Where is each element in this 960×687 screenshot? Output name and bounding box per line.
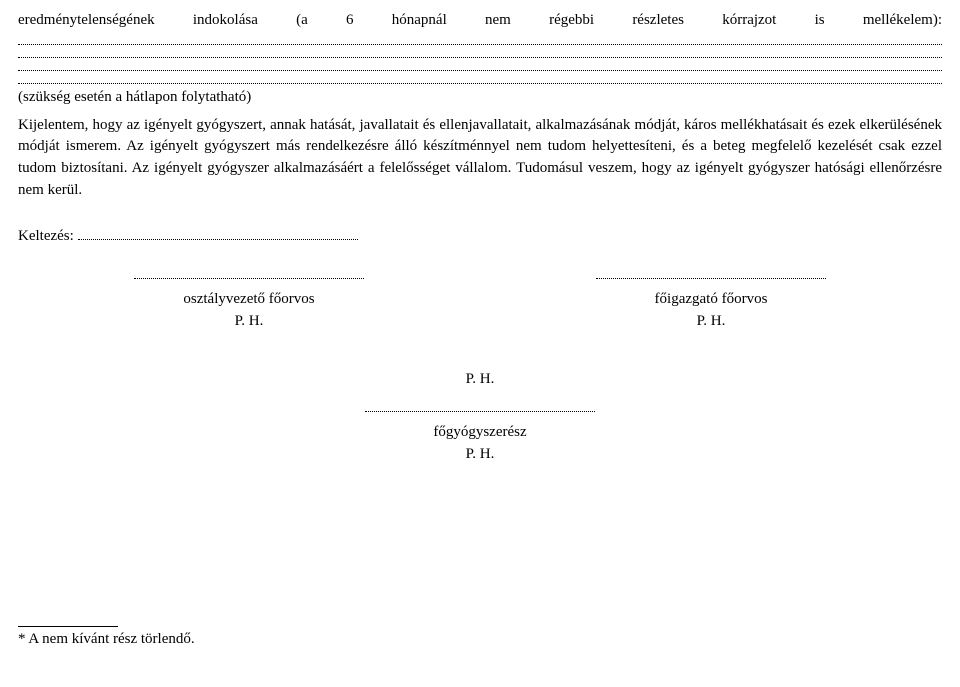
signature-title-right: főigazgató főorvos	[480, 289, 942, 311]
signature-right: főigazgató főorvos P. H.	[480, 265, 942, 332]
stamp-placeholder: P. H.	[480, 311, 942, 333]
fill-line	[18, 61, 942, 71]
footnote-rule	[18, 626, 118, 627]
declaration-paragraph: Kijelentem, hogy az igényelt gyógyszert,…	[18, 115, 942, 202]
stamp-placeholder: P. H.	[360, 444, 600, 466]
signature-line	[596, 268, 826, 280]
signature-line	[134, 268, 364, 280]
date-fill	[78, 226, 358, 240]
intro-word: nem	[485, 10, 511, 32]
intro-word: indokolása	[193, 10, 258, 32]
intro-word: régebbi	[549, 10, 594, 32]
stamp-placeholder: P. H.	[18, 311, 480, 333]
intro-word: is	[815, 10, 825, 32]
intro-word: kórrajzot	[722, 10, 776, 32]
date-row: Keltezés:	[18, 226, 942, 248]
signature-left: osztályvezető főorvos P. H.	[18, 265, 480, 332]
date-label: Keltezés:	[18, 228, 74, 244]
intro-line: eredménytelenségének indokolása (a 6 hón…	[18, 10, 942, 32]
pharmacist-block: főgyógyszerész P. H.	[360, 398, 600, 465]
fill-line	[18, 74, 942, 84]
signature-title-left: osztályvezető főorvos	[18, 289, 480, 311]
fill-line	[18, 48, 942, 58]
intro-word: hónapnál	[392, 10, 447, 32]
stamp-placeholder: P. H.	[18, 369, 942, 391]
intro-word: 6	[346, 10, 354, 32]
fill-line	[18, 35, 942, 45]
intro-word: (a	[296, 10, 308, 32]
continuation-note: (szükség esetén a hátlapon folytatható)	[18, 87, 942, 109]
intro-word: mellékelem):	[863, 10, 942, 32]
pharmacist-title: főgyógyszerész	[360, 422, 600, 444]
intro-word: részletes	[632, 10, 684, 32]
spacer	[18, 466, 942, 626]
center-stamp: P. H. főgyógyszerész P. H.	[18, 369, 942, 466]
footnote-text: * A nem kívánt rész törlendő.	[18, 629, 942, 651]
signature-line	[365, 401, 595, 413]
signature-row: osztályvezető főorvos P. H. főigazgató f…	[18, 265, 942, 332]
intro-word: eredménytelenségének	[18, 10, 155, 32]
